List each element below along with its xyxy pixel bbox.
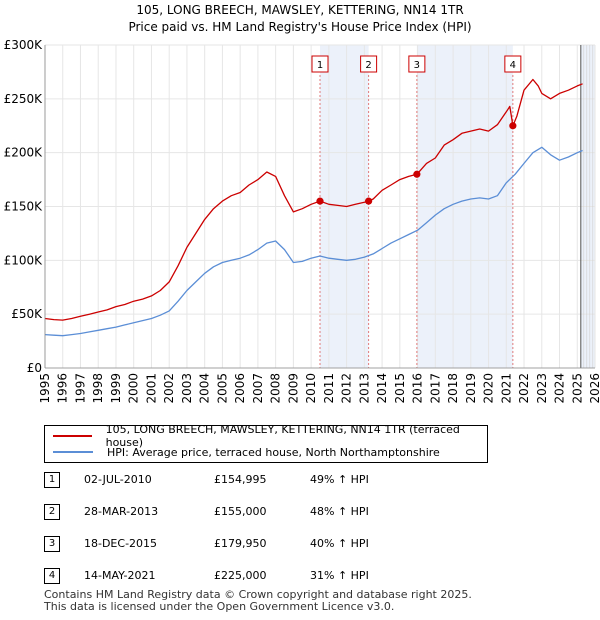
- sale-row: 3 18-DEC-2015 £179,950 40% ↑ HPI: [44, 534, 464, 554]
- x-tick-label: 2026: [588, 373, 600, 404]
- footer-line-1: Contains HM Land Registry data © Crown c…: [44, 588, 472, 601]
- x-tick-label: 2007: [251, 373, 265, 404]
- x-tick-label: 2008: [269, 373, 283, 404]
- x-tick-label: 2002: [162, 373, 176, 404]
- sale-marker-label: 3: [408, 55, 426, 73]
- footer-line-2: This data is licensed under the Open Gov…: [44, 600, 395, 613]
- sale-row: 4 14-MAY-2021 £225,000 31% ↑ HPI: [44, 566, 464, 586]
- y-tick-label: £200K: [4, 146, 44, 160]
- sale-marker-label: 2: [360, 55, 378, 73]
- x-tick-label: 2003: [180, 373, 194, 404]
- x-tick-label: 2021: [499, 373, 513, 404]
- x-tick-label: 2019: [464, 373, 478, 404]
- sale-marker-text: 1: [317, 60, 323, 71]
- x-tick-label: 2012: [340, 373, 354, 404]
- y-tick-label: £100K: [4, 253, 44, 267]
- sale-price: £155,000: [214, 505, 267, 518]
- price-chart: 1 2 3 4 £0 £50K £100K £150K £200K £250K £300K 1995 1…: [4, 38, 600, 404]
- sale-point: [316, 197, 324, 205]
- property-price-line: [44, 78, 583, 321]
- x-tick-label: 2015: [393, 373, 407, 404]
- x-tick-label: 2010: [304, 373, 318, 404]
- sale-marker-box: [360, 55, 378, 73]
- y-tick-label: £150K: [4, 200, 44, 214]
- sale-date: 02-JUL-2010: [84, 473, 152, 486]
- x-tick-label: 2017: [428, 373, 442, 404]
- x-tick-label: 2004: [198, 373, 212, 404]
- x-tick-label: 2000: [127, 373, 141, 404]
- y-tick-label: £0: [27, 361, 42, 375]
- sale-badge: 2: [44, 504, 60, 520]
- x-tick-label: 2005: [215, 373, 229, 404]
- legend-label-property: 105, LONG BREECH, MAWSLEY, KETTERING, NN…: [105, 423, 460, 449]
- footer: Contains HM Land Registry data © Crown c…: [44, 589, 472, 613]
- sale-row: 1 02-JUL-2010 £154,995 49% ↑ HPI: [44, 470, 464, 490]
- chart-title: 105, LONG BREECH, MAWSLEY, KETTERING, NN…: [0, 2, 600, 36]
- sale-marker-text: 3: [414, 60, 420, 71]
- title-line-2: Price paid vs. HM Land Registry's House …: [128, 20, 472, 34]
- sale-badge: 3: [44, 536, 60, 552]
- x-tick-label: 2023: [535, 373, 549, 404]
- x-tick-label: 2025: [570, 373, 584, 404]
- x-tick-label: 1999: [109, 373, 123, 404]
- y-tick-label: £300K: [4, 38, 44, 52]
- sale-row: 2 28-MAR-2013 £155,000 48% ↑ HPI: [44, 502, 464, 522]
- x-tick-label: 1997: [73, 373, 87, 404]
- sale-marker-text: 2: [365, 60, 371, 71]
- sale-point: [365, 197, 373, 205]
- x-tick-label: 2011: [322, 373, 336, 404]
- legend-item-property: 105, LONG BREECH, MAWSLEY, KETTERING, NN…: [53, 423, 487, 449]
- sale-hpi-change: 49% ↑ HPI: [310, 473, 369, 486]
- x-tick-label: 1998: [91, 373, 105, 404]
- sale-marker-label: 1: [311, 55, 329, 73]
- sale-date: 28-MAR-2013: [84, 505, 159, 518]
- sale-marker-box: [504, 55, 522, 73]
- sale-price: £225,000: [214, 569, 267, 582]
- legend-swatch-hpi: [53, 451, 93, 453]
- legend: 105, LONG BREECH, MAWSLEY, KETTERING, NN…: [44, 423, 488, 463]
- x-tick-label: 2014: [375, 373, 389, 404]
- legend-swatch-property: [53, 435, 92, 437]
- y-tick-label: £250K: [4, 92, 44, 106]
- legend-item-hpi: HPI: Average price, terraced house, Nort…: [53, 444, 440, 460]
- legend-label-hpi: HPI: Average price, terraced house, Nort…: [107, 445, 440, 459]
- x-tick-label: 2020: [482, 373, 496, 404]
- x-tick-label: 1996: [56, 373, 70, 404]
- sale-marker-text: 4: [510, 60, 516, 71]
- sale-hpi-change: 31% ↑ HPI: [310, 569, 369, 582]
- sale-hpi-change: 40% ↑ HPI: [310, 537, 369, 550]
- x-tick-label: 1995: [38, 373, 52, 404]
- sale-badge: 1: [44, 472, 60, 488]
- x-tick-label: 2009: [286, 373, 300, 404]
- x-tick-label: 2016: [411, 373, 425, 404]
- x-tick-label: 2024: [553, 373, 567, 404]
- sale-hpi-change: 48% ↑ HPI: [310, 505, 369, 518]
- sale-date: 18-DEC-2015: [84, 537, 158, 550]
- y-tick-label: £50K: [11, 307, 43, 321]
- x-tick-label: 2001: [144, 373, 158, 404]
- sale-marker-box: [408, 55, 426, 73]
- sale-marker-box: [311, 55, 329, 73]
- sale-date: 14-MAY-2021: [84, 569, 156, 582]
- hpi-line: [44, 146, 583, 337]
- sale-marker-label: 4: [504, 55, 522, 73]
- sale-price: £154,995: [214, 473, 267, 486]
- title-line-1: 105, LONG BREECH, MAWSLEY, KETTERING, NN…: [136, 3, 464, 17]
- sale-point: [509, 122, 517, 130]
- sale-price: £179,950: [214, 537, 267, 550]
- x-tick-label: 2013: [357, 373, 371, 404]
- x-tick-label: 2022: [517, 373, 531, 404]
- x-tick-label: 2018: [446, 373, 460, 404]
- sale-badge: 4: [44, 568, 60, 584]
- x-tick-label: 2006: [233, 373, 247, 404]
- sale-point: [413, 170, 421, 178]
